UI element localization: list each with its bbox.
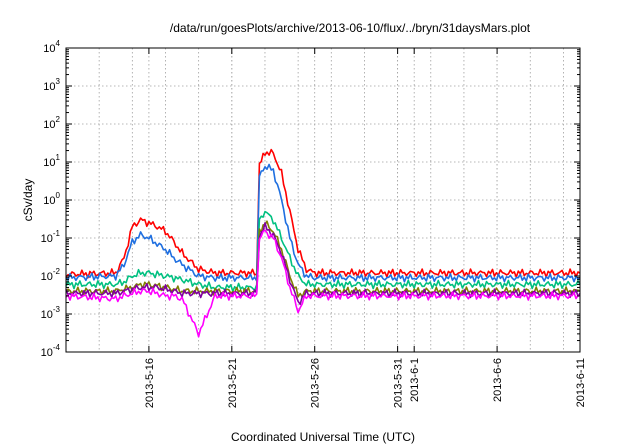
y-axis-label: cSv/day — [21, 179, 35, 222]
x-tick-label: 2013-5-31 — [393, 358, 405, 408]
y-tick-label: 10-1 — [41, 229, 61, 245]
series-line-2 — [65, 163, 581, 283]
series-line-3 — [65, 210, 581, 293]
y-axis: 10-4 10-3 10-2 10-1 100 101 102 103 104 — [41, 39, 580, 359]
series-line-6 — [65, 229, 581, 338]
y-tick-label: 100 — [43, 191, 60, 207]
chart-title: /data/run/goesPlots/archive/2013-06-10/f… — [170, 21, 531, 35]
y-tick-label: 10-3 — [41, 305, 61, 321]
y-tick-label: 10-4 — [41, 343, 61, 359]
x-tick-label: 2013-6-11 — [575, 358, 587, 407]
x-tick-label: 2013-6-6 — [492, 358, 504, 402]
x-tick-label: 2013-5-16 — [144, 358, 156, 408]
x-tick-label: 2013-5-21 — [227, 358, 239, 408]
grid — [66, 48, 580, 352]
x-tick-label: 2013-6-1 — [409, 358, 421, 402]
y-tick-label: 10-2 — [41, 267, 61, 283]
y-tick-label: 103 — [43, 77, 60, 93]
x-axis-label: Coordinated Universal Time (UTC) — [231, 430, 415, 444]
x-tick-label: 2013-5-26 — [310, 358, 322, 408]
y-tick-label: 101 — [43, 153, 60, 169]
y-tick-label: 104 — [43, 39, 60, 55]
series-group — [65, 148, 581, 338]
x-axis: 2013-5-16 2013-5-21 2013-5-26 2013-5-31 2013… — [144, 48, 587, 408]
y-tick-label: 102 — [43, 115, 60, 131]
series-line-1 — [65, 148, 581, 279]
